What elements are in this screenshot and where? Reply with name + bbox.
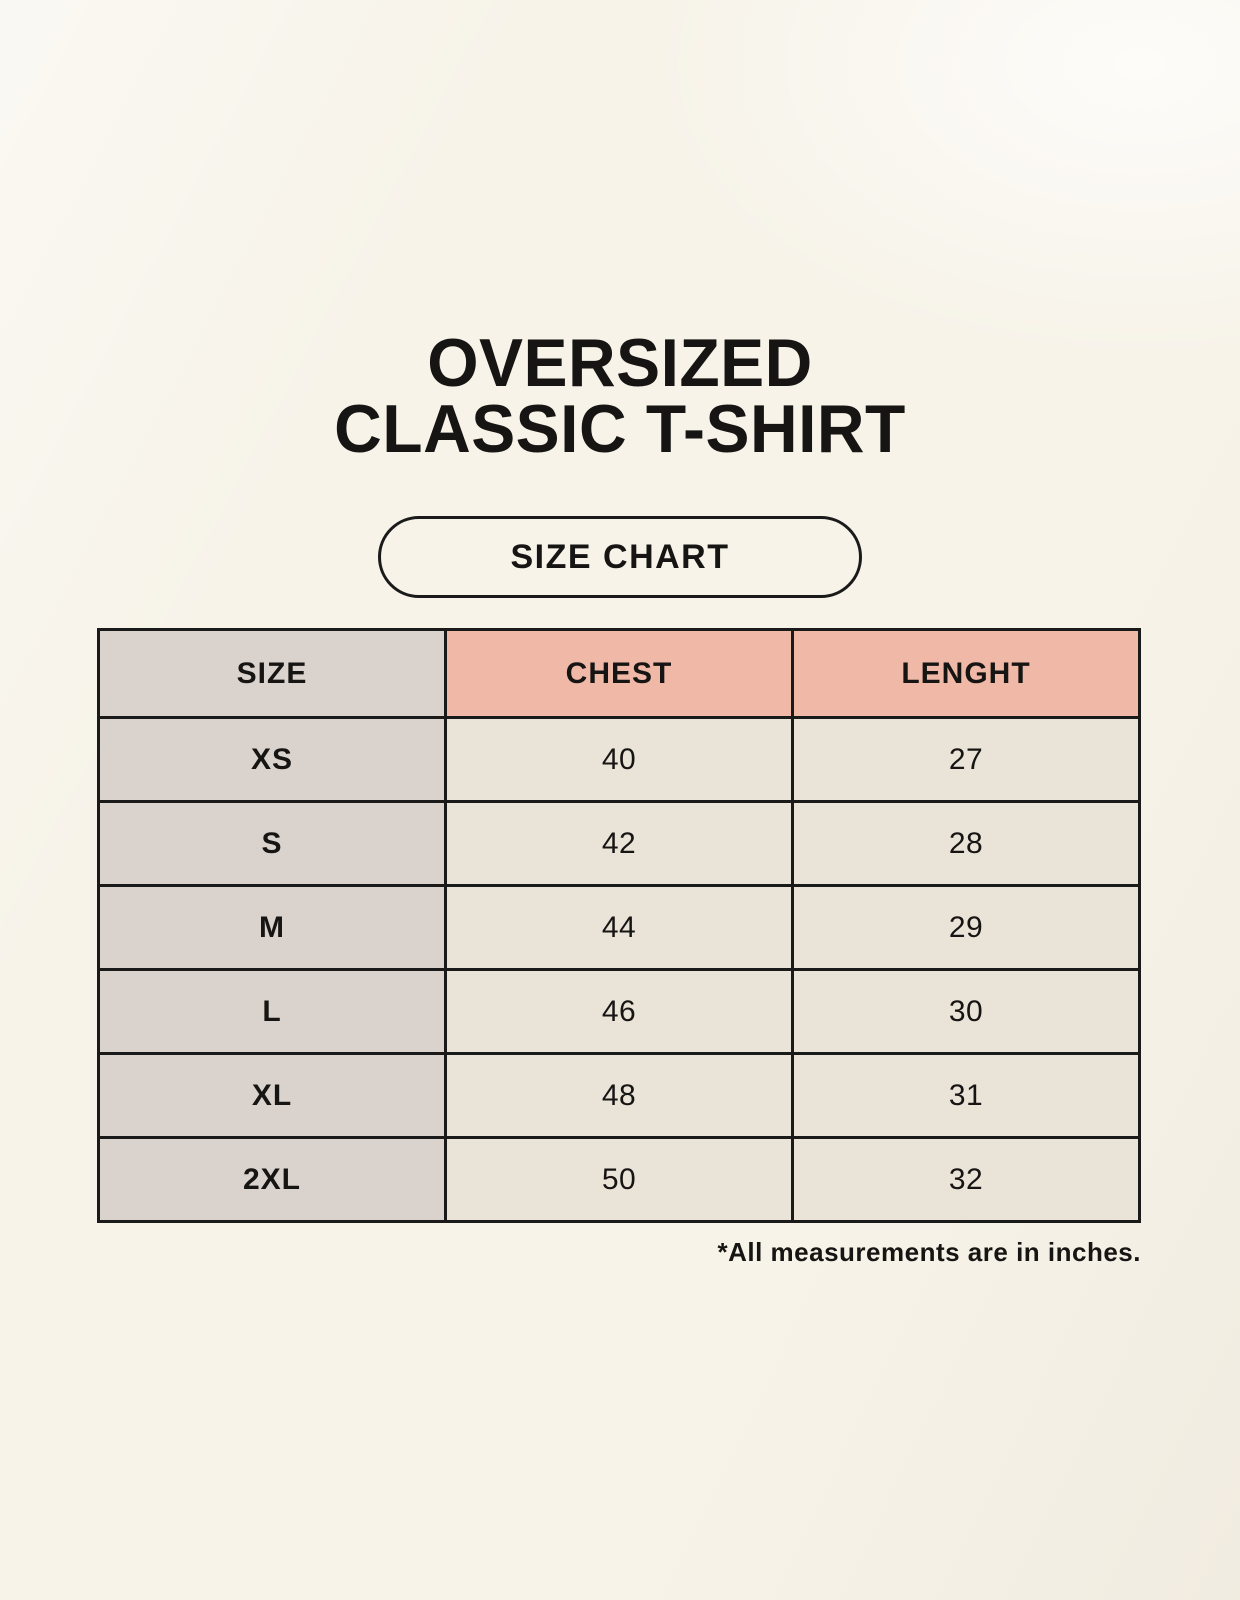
table-row-l: L 46 30 <box>97 968 1141 1055</box>
table-row-2xl: 2XL 50 32 <box>97 1136 1141 1223</box>
size-cell: XS <box>97 716 447 803</box>
table-row-xs: XS 40 27 <box>97 716 1141 803</box>
product-title-line1: OVERSIZED <box>427 325 813 401</box>
product-title-line2: CLASSIC T-SHIRT <box>334 391 906 467</box>
size-cell: S <box>97 800 447 887</box>
size-cell: 2XL <box>97 1136 447 1223</box>
size-chart-badge-label: SIZE CHART <box>510 537 730 576</box>
column-header-lenght: LENGHT <box>791 628 1141 719</box>
table-row-xl: XL 48 31 <box>97 1052 1141 1139</box>
lenght-cell: 29 <box>791 884 1141 971</box>
chest-cell: 44 <box>444 884 794 971</box>
table-row-m: M 44 29 <box>97 884 1141 971</box>
lenght-cell: 30 <box>791 968 1141 1055</box>
size-table-header-row: SIZE CHEST LENGHT <box>97 628 1141 719</box>
lenght-cell: 28 <box>791 800 1141 887</box>
column-header-chest: CHEST <box>444 628 794 719</box>
column-header-size: SIZE <box>97 628 447 719</box>
lenght-cell: 31 <box>791 1052 1141 1139</box>
size-cell: L <box>97 968 447 1055</box>
chest-cell: 40 <box>444 716 794 803</box>
chest-cell: 50 <box>444 1136 794 1223</box>
measurements-footnote: *All measurements are in inches. <box>717 1237 1141 1267</box>
table-row-s: S 42 28 <box>97 800 1141 887</box>
footnote-row: *All measurements are in inches. <box>97 1237 1141 1268</box>
size-cell: M <box>97 884 447 971</box>
size-chart-badge: SIZE CHART <box>378 516 862 598</box>
size-table: SIZE CHEST LENGHT XS 40 27 S 42 28 M 44 … <box>97 628 1141 1223</box>
lenght-cell: 27 <box>791 716 1141 803</box>
product-title: OVERSIZED CLASSIC T-SHIRT <box>0 0 1240 467</box>
chest-cell: 42 <box>444 800 794 887</box>
chest-cell: 48 <box>444 1052 794 1139</box>
lenght-cell: 32 <box>791 1136 1141 1223</box>
chest-cell: 46 <box>444 968 794 1055</box>
size-cell: XL <box>97 1052 447 1139</box>
